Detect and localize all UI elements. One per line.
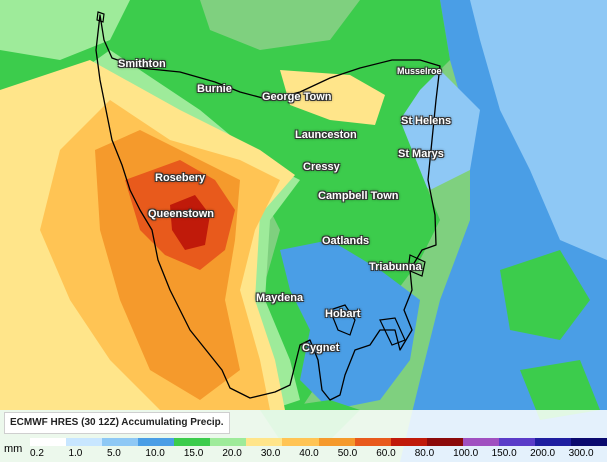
legend-tick-label: 0.2 <box>30 448 44 459</box>
legend-tick-label: 60.0 <box>376 448 396 459</box>
legend-tick-label: 20.0 <box>222 448 242 459</box>
legend-swatch <box>246 438 283 446</box>
town-label: Campbell Town <box>318 190 399 202</box>
town-label: Smithton <box>118 58 166 70</box>
legend-ticks: 0.2 1.0 5.0 10.0 15.0 20.0 30.0 40.0 50.0 60.0 80.… <box>30 448 607 462</box>
town-label: Oatlands <box>322 235 370 247</box>
town-label: Triabunna <box>369 261 422 273</box>
town-label: Hobart <box>325 308 361 320</box>
legend-tick-label: 50.0 <box>337 448 358 459</box>
legend-swatch <box>30 438 67 446</box>
legend-tick-label: 40.0 <box>299 448 319 459</box>
legend-color-bar <box>30 438 607 446</box>
legend-swatch <box>570 438 607 446</box>
town-label: George Town <box>262 91 332 103</box>
legend-tick-label: 80.0 <box>414 448 435 459</box>
legend-tick-label: 100.0 <box>453 448 479 459</box>
legend-swatch <box>534 438 571 446</box>
legend-tick-label: 10.0 <box>145 448 165 459</box>
legend: ECMWF HRES (30 12Z) Accumulating Precip.… <box>0 410 607 462</box>
legend-swatch <box>462 438 499 446</box>
legend-swatch <box>66 438 103 446</box>
legend-swatch <box>282 438 319 446</box>
town-label: St Marys <box>398 148 444 160</box>
legend-swatch <box>138 438 175 446</box>
town-label: Burnie <box>197 83 232 95</box>
town-label: Rosebery <box>155 172 206 184</box>
town-label: Launceston <box>295 129 357 141</box>
legend-tick-label: 150.0 <box>491 448 517 459</box>
legend-tick-label: 30.0 <box>260 448 281 459</box>
town-label: Cygnet <box>302 342 340 354</box>
legend-swatch <box>354 438 391 446</box>
legend-swatch <box>210 438 247 446</box>
legend-swatch <box>390 438 427 446</box>
legend-swatch <box>174 438 211 446</box>
town-label: Cressy <box>303 161 340 173</box>
town-label: Musselroe <box>397 66 442 76</box>
legend-tick-label: 300.0 <box>568 448 594 459</box>
legend-tick-label: 5.0 <box>106 448 121 459</box>
legend-tick-label: 1.0 <box>68 448 83 459</box>
town-label: Maydena <box>256 292 304 304</box>
town-label: St Helens <box>401 115 452 127</box>
legend-title: ECMWF HRES (30 12Z) Accumulating Precip. <box>4 412 230 434</box>
legend-tick-label: 15.0 <box>183 448 204 459</box>
town-label: Queenstown <box>148 208 215 220</box>
legend-swatch <box>102 438 139 446</box>
legend-tick-label: 200.0 <box>530 448 556 459</box>
legend-swatch <box>426 438 463 446</box>
legend-unit: mm <box>4 443 23 455</box>
legend-swatch <box>498 438 535 446</box>
legend-swatch <box>318 438 355 446</box>
